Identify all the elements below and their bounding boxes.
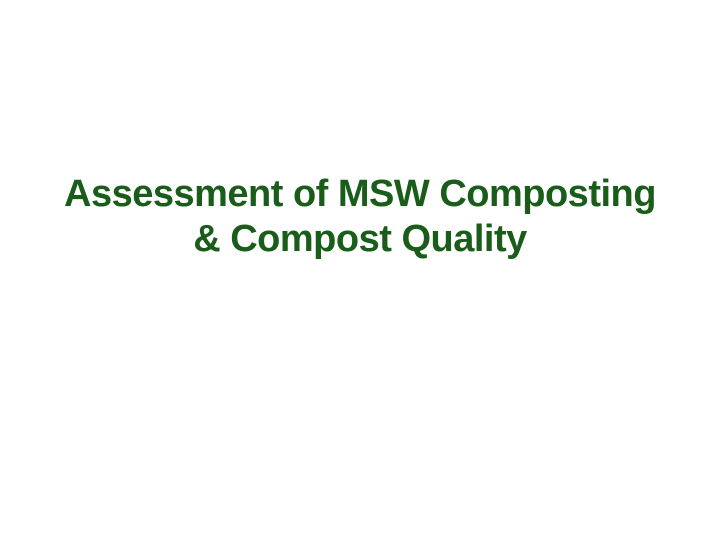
title-line-2: & Compost Quality — [40, 217, 680, 262]
title-block: Assessment of MSW Composting & Compost Q… — [40, 172, 680, 262]
slide-container: Assessment of MSW Composting & Compost Q… — [0, 0, 720, 540]
title-line-1: Assessment of MSW Composting — [40, 172, 680, 217]
